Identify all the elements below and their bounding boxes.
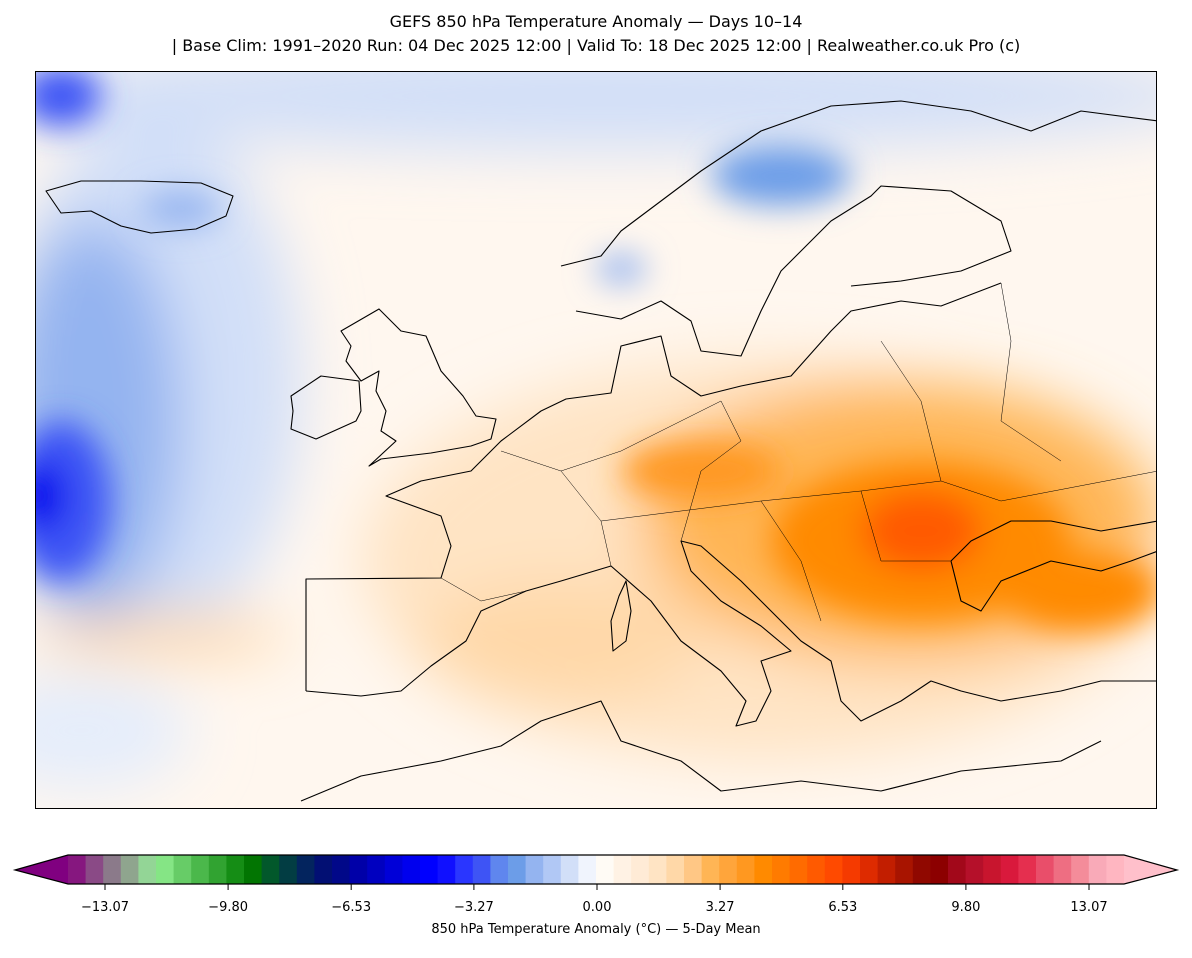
chart-subtitle: | Base Clim: 1991–2020 Run: 04 Dec 2025 …: [171, 36, 1021, 55]
colorbar-bin: [877, 855, 896, 884]
chart-title: GEFS 850 hPa Temperature Anomaly — Days …: [389, 12, 803, 31]
colorbar-bin: [1018, 855, 1037, 884]
colorbar-bin: [948, 855, 967, 884]
colorbar-bin: [156, 855, 175, 884]
colorbar-tick-label: 9.80: [951, 900, 981, 915]
colorbar-bin: [525, 855, 544, 884]
colorbar-bin: [684, 855, 703, 884]
great-britain-coast: [340, 308, 497, 467]
colorbar-bin: [860, 855, 879, 884]
colorbar-bin: [701, 855, 720, 884]
colorbar-bin: [930, 855, 949, 884]
colorbar-bin: [596, 855, 615, 884]
colorbar-bin: [965, 855, 984, 884]
colorbar-tick-label: 13.07: [1070, 900, 1108, 915]
colorbar-bin: [560, 855, 579, 884]
colorbar-tick-label: −6.53: [331, 900, 372, 915]
colorbar-bin: [1036, 855, 1055, 884]
colorbar-bin: [261, 855, 280, 884]
anomaly-map: [35, 71, 1157, 809]
colorbar-bin: [736, 855, 755, 884]
colorbar-bin: [402, 855, 421, 884]
colorbar-bin: [648, 855, 667, 884]
colorbar-bin: [1106, 855, 1125, 884]
colorbar-bin: [631, 855, 650, 884]
colorbar-bin: [789, 855, 808, 884]
colorbar-outline: [12, 854, 1180, 885]
colorbar-tick-label: 6.53: [828, 900, 858, 915]
coastlines: [45, 100, 1156, 802]
africa-coast: [300, 700, 1102, 802]
colorbar-bin: [895, 855, 914, 884]
colorbar-bin: [1000, 855, 1019, 884]
colorbar-bin: [1053, 855, 1072, 884]
colorbar-bin: [508, 855, 527, 884]
black-sea-coast: [950, 520, 1156, 612]
colorbar-bin: [437, 855, 456, 884]
corsica-sardinia-coast: [610, 580, 632, 652]
colorbar-bin: [367, 855, 386, 884]
iceland-coast: [45, 180, 234, 234]
colorbar-bin: [420, 855, 439, 884]
colorbar-bin: [332, 855, 351, 884]
colorbar-bin: [578, 855, 597, 884]
colorbar-tick-label: −9.80: [208, 900, 249, 915]
colorbar-tick-label: 3.27: [705, 900, 735, 915]
colorbar-bin: [85, 855, 104, 884]
colorbar-tick-label: −3.27: [453, 900, 494, 915]
colorbar-bin: [191, 855, 210, 884]
colorbar-bin: [349, 855, 368, 884]
colorbar-tick-label: 0.00: [582, 900, 612, 915]
colorbar-label: 850 hPa Temperature Anomaly (°C) — 5-Day…: [431, 922, 761, 937]
colorbar-under-arrow: [15, 855, 68, 884]
colorbar-bin: [244, 855, 263, 884]
colorbar-bin: [912, 855, 931, 884]
colorbar-bin: [314, 855, 333, 884]
colorbar-bin: [472, 855, 491, 884]
colorbar-bin: [772, 855, 791, 884]
colorbar-bin: [173, 855, 192, 884]
colorbar-bin: [754, 855, 773, 884]
colorbar-bin: [1088, 855, 1107, 884]
colorbar-bin: [666, 855, 685, 884]
colorbar-bin: [103, 855, 122, 884]
colorbar-bin: [807, 855, 826, 884]
colorbar-bin: [296, 855, 315, 884]
colorbar-bin: [842, 855, 861, 884]
colorbar: [12, 854, 1180, 890]
colorbar-bin: [613, 855, 632, 884]
colorbar-bin: [68, 855, 87, 884]
country-borders: [440, 282, 1156, 622]
colorbar-bin: [490, 855, 509, 884]
colorbar-bin: [719, 855, 738, 884]
mediterranean-coast: [305, 540, 1156, 727]
colorbar-bin: [543, 855, 562, 884]
colorbar-bin: [279, 855, 298, 884]
scandinavia-coast: [560, 100, 1156, 357]
colorbar-bin: [138, 855, 157, 884]
colorbar-bin: [824, 855, 843, 884]
colorbar-bin: [1071, 855, 1090, 884]
colorbar-over-arrow: [1124, 855, 1177, 884]
colorbar-bin: [983, 855, 1002, 884]
colorbar-bin: [226, 855, 245, 884]
colorbar-bin: [455, 855, 474, 884]
europe-north-coast: [305, 282, 1002, 691]
ireland-coast: [290, 375, 362, 440]
colorbar-bin: [208, 855, 227, 884]
colorbar-bin: [120, 855, 139, 884]
colorbar-bin: [384, 855, 403, 884]
colorbar-tick-label: −13.07: [80, 900, 130, 915]
